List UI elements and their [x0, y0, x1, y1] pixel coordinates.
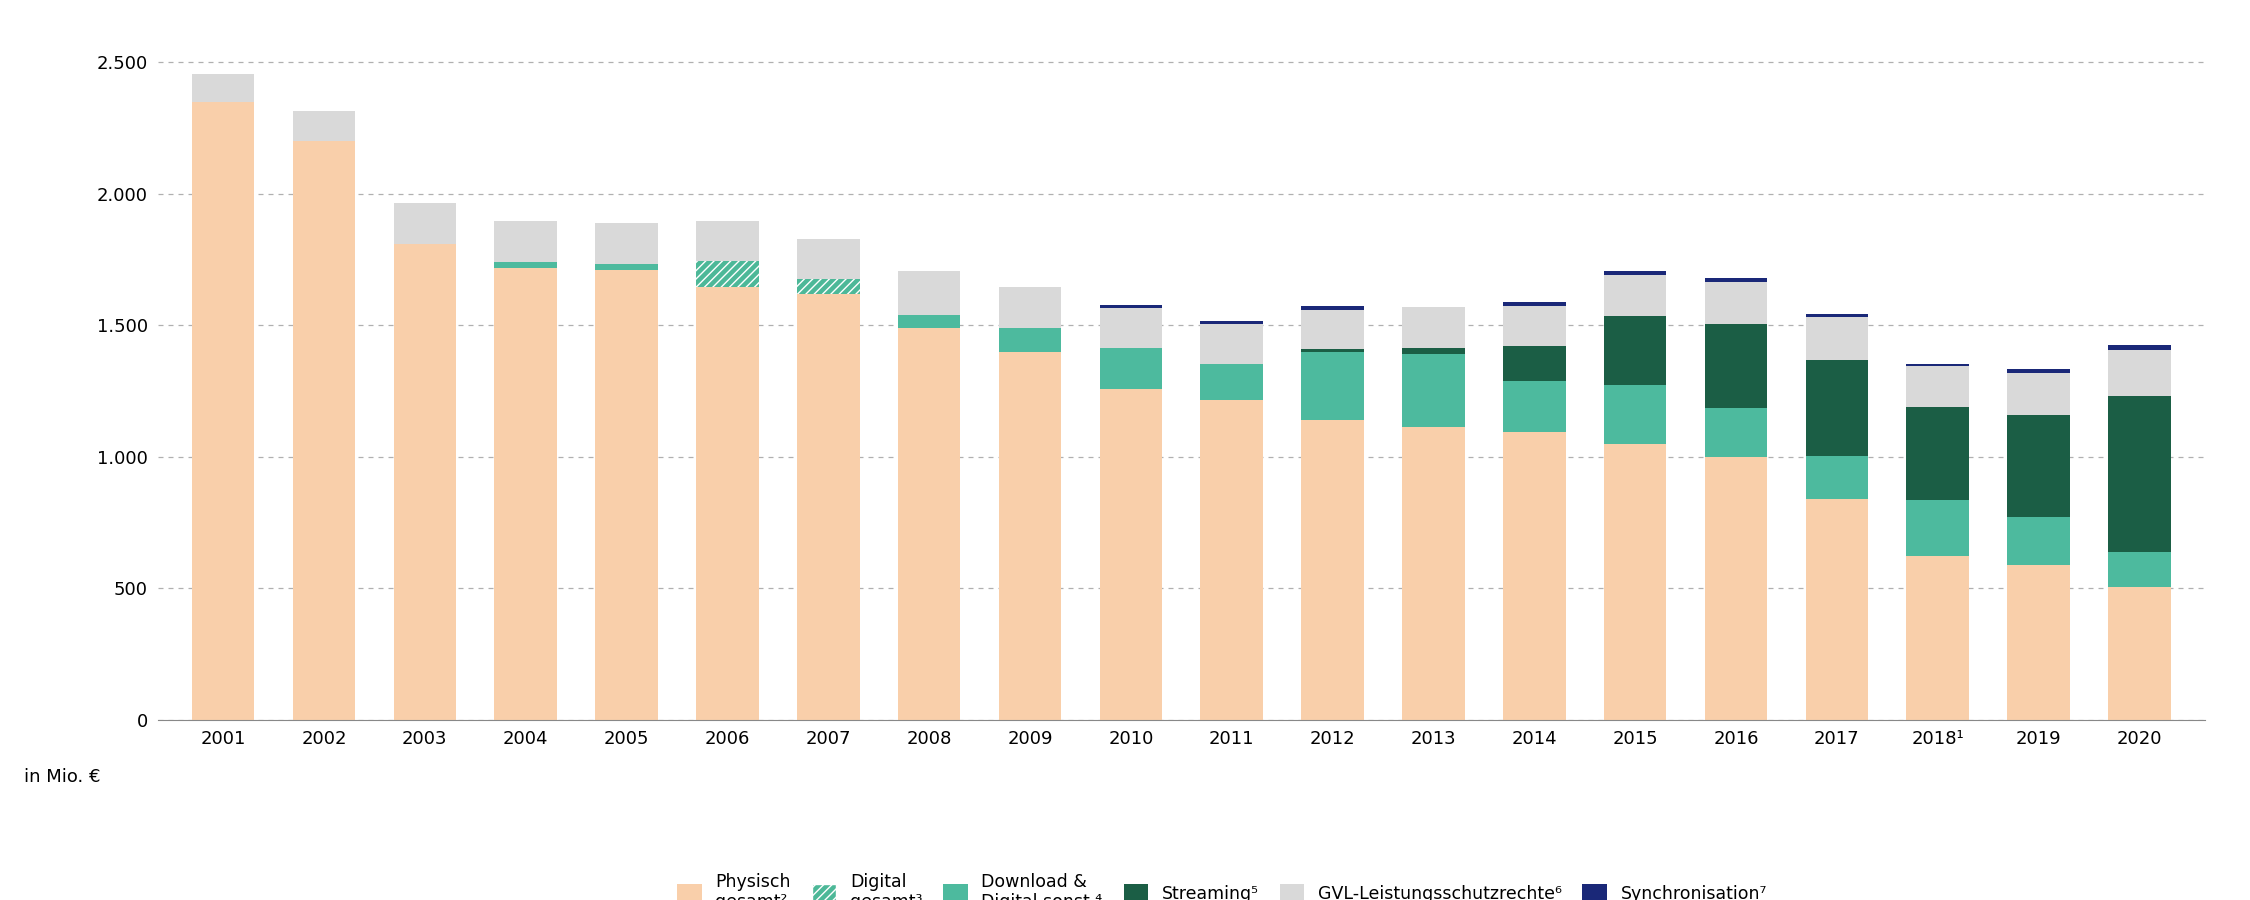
Bar	[1906, 555, 1969, 720]
Bar	[292, 111, 356, 141]
Bar	[1202, 321, 1262, 324]
Bar	[1100, 309, 1161, 347]
Bar	[1706, 278, 1766, 282]
Bar	[1906, 364, 1969, 366]
Bar	[1503, 346, 1566, 381]
Bar	[596, 270, 657, 720]
Bar	[1300, 420, 1364, 720]
Bar	[1100, 305, 1161, 309]
Bar	[394, 244, 457, 720]
Bar	[1804, 455, 1867, 499]
Bar	[1706, 282, 1766, 324]
Bar	[2007, 415, 2070, 518]
Bar	[2007, 565, 2070, 720]
Bar	[191, 102, 254, 720]
Bar	[1300, 349, 1364, 352]
Bar	[1706, 457, 1766, 720]
Bar	[898, 315, 961, 328]
Bar	[695, 261, 758, 287]
Bar	[695, 221, 758, 261]
Bar	[999, 328, 1062, 352]
Bar	[1402, 427, 1465, 720]
Bar	[1402, 347, 1465, 355]
Bar	[1804, 318, 1867, 360]
Bar	[1202, 400, 1262, 720]
Bar	[2007, 373, 2070, 415]
Bar	[2108, 396, 2171, 552]
Bar	[1402, 307, 1465, 347]
Bar	[1706, 409, 1766, 457]
Bar	[495, 221, 558, 262]
Bar	[1100, 389, 1161, 720]
Bar	[1503, 302, 1566, 306]
Bar	[999, 352, 1062, 720]
Bar	[1804, 360, 1867, 455]
Bar	[796, 293, 860, 720]
Bar	[1906, 407, 1969, 500]
Bar	[1503, 432, 1566, 720]
Bar	[1804, 313, 1867, 318]
Bar	[898, 272, 961, 315]
Bar	[596, 223, 657, 264]
Bar	[394, 203, 457, 244]
Bar	[1503, 381, 1566, 432]
Bar	[1604, 384, 1667, 444]
Bar	[1604, 275, 1667, 316]
Bar	[292, 141, 356, 720]
Bar	[898, 328, 961, 720]
Bar	[1202, 364, 1262, 400]
Bar	[1604, 316, 1667, 384]
Bar	[2108, 345, 2171, 350]
Bar	[1906, 500, 1969, 555]
Text: in Mio. €: in Mio. €	[25, 768, 101, 786]
Bar	[1706, 324, 1766, 409]
Bar	[796, 238, 860, 279]
Bar	[1604, 444, 1667, 720]
Bar	[1604, 272, 1667, 275]
Bar	[1300, 306, 1364, 310]
Bar	[495, 262, 558, 267]
Bar	[1402, 355, 1465, 427]
Bar	[2007, 369, 2070, 373]
Bar	[1202, 324, 1262, 364]
Bar	[999, 287, 1062, 328]
Bar	[1906, 366, 1969, 407]
Bar	[796, 279, 860, 293]
Bar	[695, 287, 758, 720]
Bar	[2108, 587, 2171, 720]
Bar	[2108, 350, 2171, 396]
Bar	[1300, 352, 1364, 420]
Bar	[495, 267, 558, 720]
Bar	[2007, 518, 2070, 565]
Bar	[1503, 306, 1566, 346]
Bar	[2108, 552, 2171, 587]
Bar	[1300, 310, 1364, 349]
Bar	[596, 264, 657, 270]
Legend: Physisch
gesamt², Digital
gesamt³, Download &
Digital sonst.⁴, Streaming⁵, GVL-L: Physisch gesamt², Digital gesamt³, Downl…	[673, 868, 1773, 900]
Bar	[191, 74, 254, 102]
Bar	[1804, 499, 1867, 720]
Bar	[1100, 347, 1161, 389]
